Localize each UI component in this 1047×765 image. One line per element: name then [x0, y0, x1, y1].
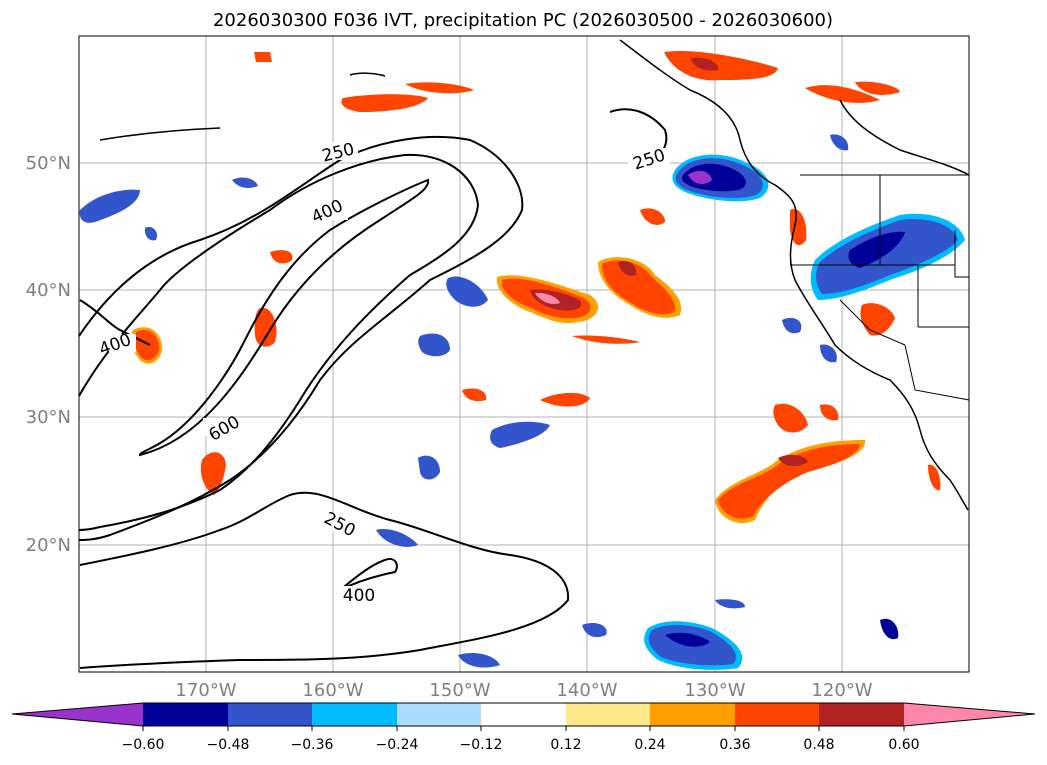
- ivt-contour-400: [78, 153, 480, 531]
- lat-label-30: 30°N: [26, 407, 71, 428]
- colorbar-extend-low: [12, 703, 143, 726]
- contour-label-400-c: 400: [343, 586, 375, 606]
- map-panel: 250 400 250 400 600 250 400: [78, 35, 970, 673]
- precip-pc-fields: [79, 50, 965, 670]
- map-frame: [78, 35, 970, 673]
- lon-label-170w: 170°W: [175, 680, 236, 701]
- colorbar-tick-label: −0.48: [207, 737, 250, 753]
- precip-positive-blob: [855, 81, 900, 95]
- precip-positive-blob: [341, 94, 428, 112]
- colorbar-tick-label: −0.24: [376, 737, 419, 753]
- ivt-contour-250-south: [79, 491, 570, 669]
- coastlines: [99, 39, 970, 511]
- precip-negative-blob: [715, 599, 745, 609]
- precip-negative-blob: [665, 632, 710, 647]
- precip-positive-blob: [618, 260, 637, 276]
- colorbar-ticks: [142, 726, 905, 731]
- precip-positive-blob: [805, 85, 880, 103]
- precip-positive-blob: [640, 208, 665, 225]
- lon-label-130w: 130°W: [684, 680, 745, 701]
- precip-negative-blob: [880, 618, 899, 640]
- colorbar-segment: [397, 703, 481, 726]
- lat-label-50: 50°N: [26, 153, 71, 174]
- political-borders: [790, 174, 970, 401]
- precip-negative-blob: [582, 623, 607, 638]
- colorbar-segment: [650, 703, 735, 726]
- precip-negative-blob: [816, 218, 958, 294]
- precip-positive-blob: [820, 404, 839, 421]
- colorbar-tick-label: 0.36: [719, 737, 750, 753]
- precip-negative-blob: [144, 226, 158, 241]
- colorbar-segment: [566, 703, 650, 726]
- lon-label-150w: 150°W: [429, 680, 490, 701]
- colorbar-tick-label: 0.48: [803, 737, 834, 753]
- precip-positive-blob: [690, 57, 719, 71]
- latitude-labels: 50°N 40°N 30°N 20°N: [26, 153, 71, 556]
- precip-positive-blob: [572, 335, 640, 344]
- lon-label-160w: 160°W: [302, 680, 363, 701]
- precip-negative-blob: [848, 231, 905, 268]
- longitude-labels: 170°W 160°W 150°W 140°W 130°W 120°W: [175, 680, 872, 701]
- precip-positive-blob: [200, 452, 226, 495]
- ivt-contour-250: [78, 135, 524, 541]
- precip-negative-blob: [418, 455, 440, 480]
- ivt-contour-400-west: [79, 299, 151, 346]
- precip-positive-blob: [134, 330, 160, 361]
- precip-positive-blob: [254, 307, 277, 347]
- precip-positive-blob: [790, 209, 807, 246]
- precip-negative-blob: [830, 134, 849, 151]
- precip-negative-blob: [376, 529, 418, 547]
- precip-positive-blob: [535, 292, 560, 304]
- precip-negative-blob: [688, 170, 712, 185]
- figure-title: 2026030300 F036 IVT, precipitation PC (2…: [213, 10, 833, 31]
- lon-label-120w: 120°W: [811, 680, 872, 701]
- ivt-contour-600: [138, 178, 430, 457]
- lat-label-20: 20°N: [26, 535, 71, 556]
- precip-negative-blob: [446, 276, 488, 307]
- lat-label-40: 40°N: [26, 280, 71, 301]
- ivt-contour-400-south: [339, 558, 398, 591]
- precip-negative-blob: [458, 653, 500, 668]
- colorbar-tick-label: −0.60: [122, 737, 165, 753]
- precip-positive-blob: [718, 444, 860, 519]
- precip-positive-blob: [405, 82, 474, 94]
- precip-negative-blob: [232, 177, 258, 188]
- precip-negative-blob: [782, 317, 802, 334]
- colorbar-tick-label: 0.12: [550, 737, 581, 753]
- colorbar-tick-label: 0.60: [888, 737, 919, 753]
- colorbar: −0.60 −0.48 −0.36 −0.24 −0.12 0.12 0.24 …: [11, 702, 1036, 753]
- precip-negative-blob: [820, 344, 837, 363]
- precip-positive-blob: [602, 260, 675, 315]
- colorbar-extend-high: [904, 703, 1035, 726]
- lon-label-140w: 140°W: [556, 680, 617, 701]
- precip-negative-blob: [682, 163, 746, 192]
- colorbar-tick-label: −0.36: [291, 737, 334, 753]
- colorbar-segment: [735, 703, 819, 726]
- map-background: [79, 36, 969, 672]
- precip-positive-blob: [778, 454, 808, 467]
- precip-negative-blob: [79, 189, 140, 223]
- colorbar-segment: [228, 703, 312, 726]
- precip-negative-blob: [418, 333, 450, 357]
- precip-positive-blob: [928, 464, 941, 491]
- colorbar-tick-label: 0.24: [634, 737, 665, 753]
- colorbar-segment: [143, 703, 228, 726]
- colorbar-segment: [312, 703, 397, 726]
- precip-positive-blob: [773, 403, 808, 433]
- precip-positive-blob: [254, 52, 272, 62]
- precip-positive-blob: [270, 250, 293, 264]
- colorbar-tick-label: −0.12: [460, 737, 503, 753]
- precip-negative-blob: [490, 421, 550, 448]
- precip-positive-blob: [860, 303, 895, 336]
- colorbar-segment: [481, 703, 566, 726]
- colorbar-segment: [819, 703, 904, 726]
- precip-positive-blob: [540, 392, 590, 407]
- precip-positive-blob: [462, 388, 487, 402]
